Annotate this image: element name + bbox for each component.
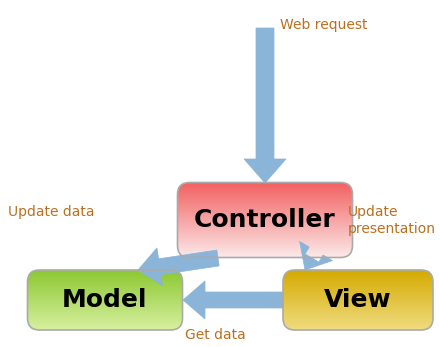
Text: Update
presentation: Update presentation	[348, 205, 436, 236]
Text: Get data: Get data	[185, 328, 246, 342]
Text: Controller: Controller	[194, 208, 336, 232]
Text: Model: Model	[62, 288, 148, 312]
FancyArrow shape	[300, 242, 333, 270]
FancyArrow shape	[138, 248, 219, 286]
Text: Update data: Update data	[8, 205, 95, 219]
FancyArrow shape	[244, 28, 286, 183]
FancyArrow shape	[183, 281, 283, 319]
Text: Web request: Web request	[280, 18, 367, 32]
Text: View: View	[324, 288, 392, 312]
